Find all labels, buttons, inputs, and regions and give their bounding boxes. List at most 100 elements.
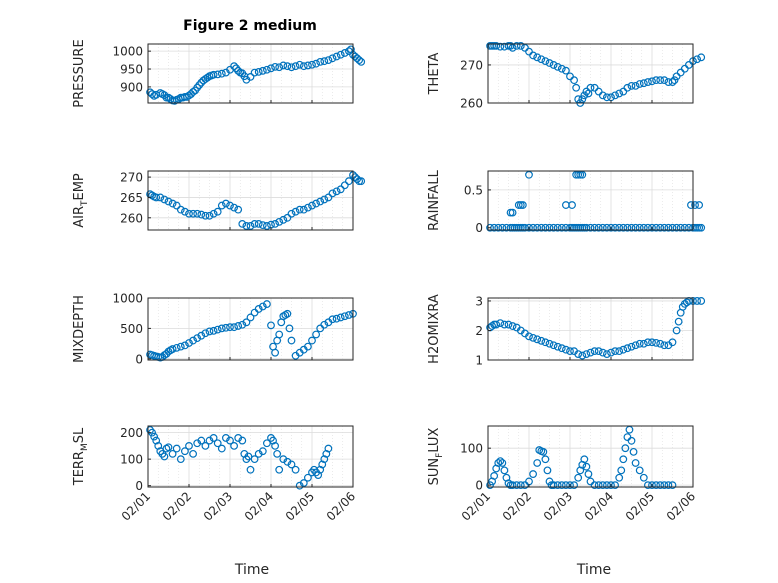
data-point — [197, 436, 206, 445]
data-point — [263, 300, 271, 308]
data-point — [660, 481, 669, 490]
data-point — [324, 444, 333, 453]
data-point — [353, 175, 362, 184]
data-point — [275, 63, 284, 72]
y-axis-label: MIXDEPTH — [72, 295, 87, 363]
y-tick-label: 260 — [460, 97, 483, 111]
data-point — [345, 177, 353, 186]
data-point — [201, 441, 210, 450]
data-point — [201, 211, 210, 220]
data-point — [619, 223, 628, 232]
data-point — [160, 195, 169, 204]
data-point — [246, 72, 255, 81]
data-point — [500, 320, 509, 329]
data-point — [496, 457, 505, 466]
data-point — [304, 473, 312, 482]
data-point — [320, 57, 329, 66]
axes-box — [487, 43, 694, 104]
data-point — [660, 223, 669, 232]
data-point — [172, 444, 181, 453]
data-point — [644, 481, 652, 490]
data-point — [549, 481, 558, 490]
data-point — [572, 83, 581, 92]
data-point — [557, 481, 566, 490]
data-point — [250, 219, 259, 228]
data-point — [162, 444, 171, 453]
data-point — [652, 338, 660, 347]
y-tick-label: 0 — [135, 479, 143, 493]
data-point — [193, 83, 202, 92]
data-point — [486, 223, 494, 232]
data-point — [291, 207, 300, 216]
data-point — [340, 49, 349, 57]
data-point — [332, 187, 341, 196]
data-point — [582, 462, 591, 471]
data-point — [635, 80, 644, 88]
data-point — [656, 223, 665, 232]
data-point — [242, 222, 251, 230]
data-point — [336, 313, 345, 322]
y-tick-label: 270 — [120, 171, 143, 185]
data-point — [607, 223, 615, 232]
data-point — [516, 42, 525, 50]
data-point — [586, 83, 595, 92]
data-point — [250, 68, 259, 77]
data-point — [644, 223, 652, 232]
y-tick-label: 1000 — [112, 45, 143, 59]
data-point — [508, 43, 517, 52]
data-point — [254, 219, 263, 228]
data-point — [648, 223, 656, 232]
data-point — [304, 342, 312, 351]
data-point — [508, 481, 517, 490]
data-point — [598, 481, 607, 490]
y-tick-label: 1000 — [112, 292, 143, 306]
data-point — [209, 434, 218, 442]
data-point — [580, 455, 589, 464]
data-point — [639, 223, 648, 232]
data-point — [617, 466, 626, 475]
data-point — [336, 50, 345, 59]
data-point — [197, 210, 206, 219]
data-point — [213, 70, 222, 79]
data-point — [494, 223, 503, 232]
data-point — [611, 91, 619, 100]
data-point — [172, 201, 181, 210]
data-point — [217, 324, 226, 333]
data-point — [263, 222, 271, 230]
data-point — [607, 481, 615, 490]
data-point — [574, 350, 583, 358]
data-point — [246, 465, 255, 474]
axes-box — [147, 43, 354, 104]
x-tick-label: 02/02 — [160, 489, 194, 523]
data-point — [320, 195, 329, 204]
data-point — [603, 481, 611, 490]
data-point — [258, 302, 267, 311]
data-point — [627, 81, 636, 90]
data-point — [537, 336, 546, 345]
data-point — [295, 60, 304, 69]
data-point — [603, 93, 611, 102]
data-point — [308, 60, 316, 69]
data-point — [254, 67, 263, 76]
data-point — [693, 55, 701, 64]
data-point — [611, 223, 619, 232]
data-point — [549, 223, 558, 232]
data-point — [635, 223, 644, 232]
data-point — [213, 325, 222, 334]
data-point — [195, 81, 204, 90]
data-point — [271, 219, 280, 228]
data-point — [180, 341, 189, 350]
plot-area — [488, 44, 693, 103]
data-point — [562, 345, 570, 354]
data-point — [512, 42, 521, 50]
x-tick-label: 02/06 — [324, 489, 358, 523]
data-point — [193, 209, 202, 218]
data-point — [594, 223, 603, 232]
y-tick-label: 265 — [120, 191, 143, 205]
data-point — [627, 436, 636, 445]
data-point — [299, 205, 308, 214]
data-point — [180, 207, 189, 216]
data-point — [312, 59, 321, 68]
y-axis-label: THETA — [427, 53, 442, 96]
data-point — [652, 223, 660, 232]
